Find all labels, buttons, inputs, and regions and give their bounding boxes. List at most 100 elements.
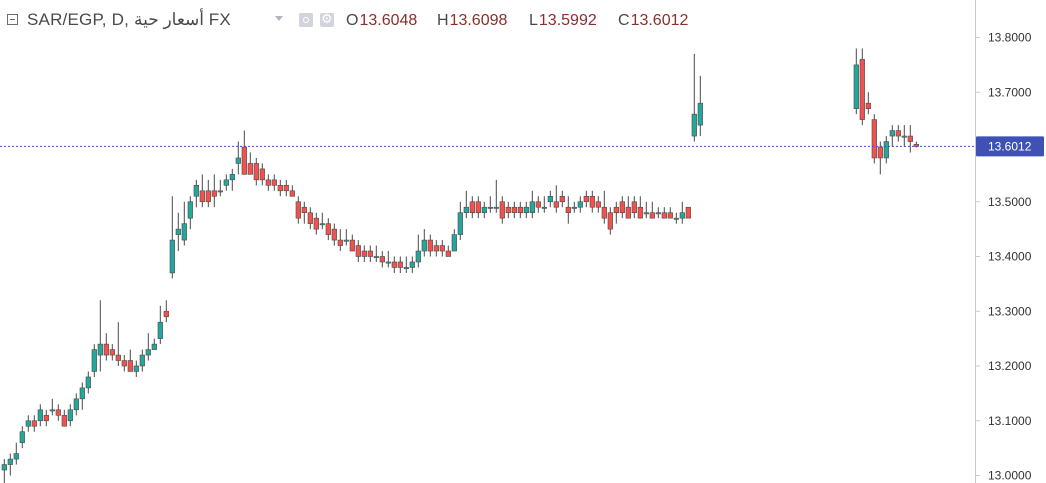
candle (139, 349, 145, 372)
candle-body (43, 414, 49, 422)
candle (115, 322, 121, 366)
chevron-down-icon[interactable] (275, 16, 283, 21)
candle-body (361, 250, 367, 257)
candle-body (289, 190, 295, 197)
eye-icon[interactable] (299, 13, 313, 27)
gear-icon[interactable] (320, 11, 334, 27)
candle (157, 305, 163, 345)
candle-body (175, 228, 181, 235)
candle (181, 201, 187, 246)
candle (583, 190, 589, 208)
plot-area[interactable] (0, 0, 975, 483)
candle-body (487, 206, 493, 209)
candle (547, 190, 553, 208)
candles-group (1, 48, 919, 483)
close-label: C (618, 12, 630, 29)
candle (235, 141, 241, 175)
candle-body (247, 163, 253, 175)
candle-body (607, 212, 613, 230)
candle (439, 240, 445, 257)
candle (97, 300, 103, 372)
candle-body (211, 190, 217, 197)
candle (301, 201, 307, 224)
candle (103, 333, 109, 361)
candle-body (889, 130, 895, 137)
candle (55, 404, 61, 421)
candle (853, 48, 859, 115)
candle-body (421, 239, 427, 252)
candle (79, 382, 85, 410)
candle-body (181, 223, 187, 241)
symbol-title[interactable]: SAR/EGP, D, أسعار حية FX (27, 10, 231, 30)
candle-body (25, 420, 31, 427)
candle (541, 196, 547, 213)
candle (109, 344, 115, 361)
candle-body (271, 179, 277, 186)
candle (607, 207, 613, 235)
candle-body (91, 349, 97, 372)
candle-body (253, 163, 259, 181)
candle (175, 212, 181, 252)
candle-body (7, 458, 13, 465)
candle (895, 125, 901, 142)
candle-body (139, 354, 145, 367)
candle-body (499, 201, 505, 219)
candle (457, 201, 463, 241)
candle (43, 409, 49, 427)
candle (259, 163, 265, 186)
candle (85, 371, 91, 394)
candle (661, 207, 667, 219)
candle (205, 179, 211, 208)
candle (73, 393, 79, 416)
candle-body (877, 146, 883, 159)
candle-body (895, 130, 901, 137)
collapse-icon[interactable] (7, 14, 18, 25)
candle-body (685, 206, 691, 219)
candle-body (313, 217, 319, 230)
candle-body (103, 343, 109, 356)
candle (529, 190, 535, 219)
candle (289, 185, 295, 197)
candle (517, 201, 523, 219)
price-axis[interactable]: 13.0000 13.1000 13.2000 13.3000 13.4000 13.50… (975, 31, 1032, 483)
candle-body (355, 245, 361, 257)
candle (355, 240, 361, 262)
candle-body (325, 223, 331, 235)
candle-body (589, 195, 595, 208)
candle (427, 234, 433, 257)
candle (307, 207, 313, 230)
candle (277, 179, 283, 197)
candle (421, 229, 427, 257)
candle-body (385, 261, 391, 264)
high-value: 13.6098 (449, 12, 508, 29)
candle (283, 179, 289, 197)
candle (19, 426, 25, 449)
candle (193, 179, 199, 208)
ohlc-open: O13.6048 (346, 12, 417, 30)
candle (325, 218, 331, 241)
symbol-text: SAR/EGP, D, أسعار حية FX (27, 10, 231, 29)
candle (397, 256, 403, 273)
y-tick-label: 13.4000 (988, 250, 1032, 264)
candle-body (691, 113, 697, 137)
candle (91, 344, 97, 377)
candle (271, 174, 277, 191)
candle-body (115, 354, 121, 361)
high-label: H (437, 12, 449, 29)
candle-body (85, 376, 91, 389)
candle-body (625, 206, 631, 219)
candle-body (865, 102, 871, 109)
candle (505, 201, 511, 219)
candle-body (559, 195, 565, 203)
candle (13, 442, 19, 465)
candle-body (187, 201, 193, 219)
candle-body (619, 201, 625, 213)
candle (151, 338, 157, 350)
candle-body (217, 190, 223, 193)
candle-body (157, 321, 163, 339)
candle-body (259, 168, 265, 181)
candle-body (265, 179, 271, 186)
candle-body (235, 157, 241, 164)
candle-body (613, 206, 619, 214)
